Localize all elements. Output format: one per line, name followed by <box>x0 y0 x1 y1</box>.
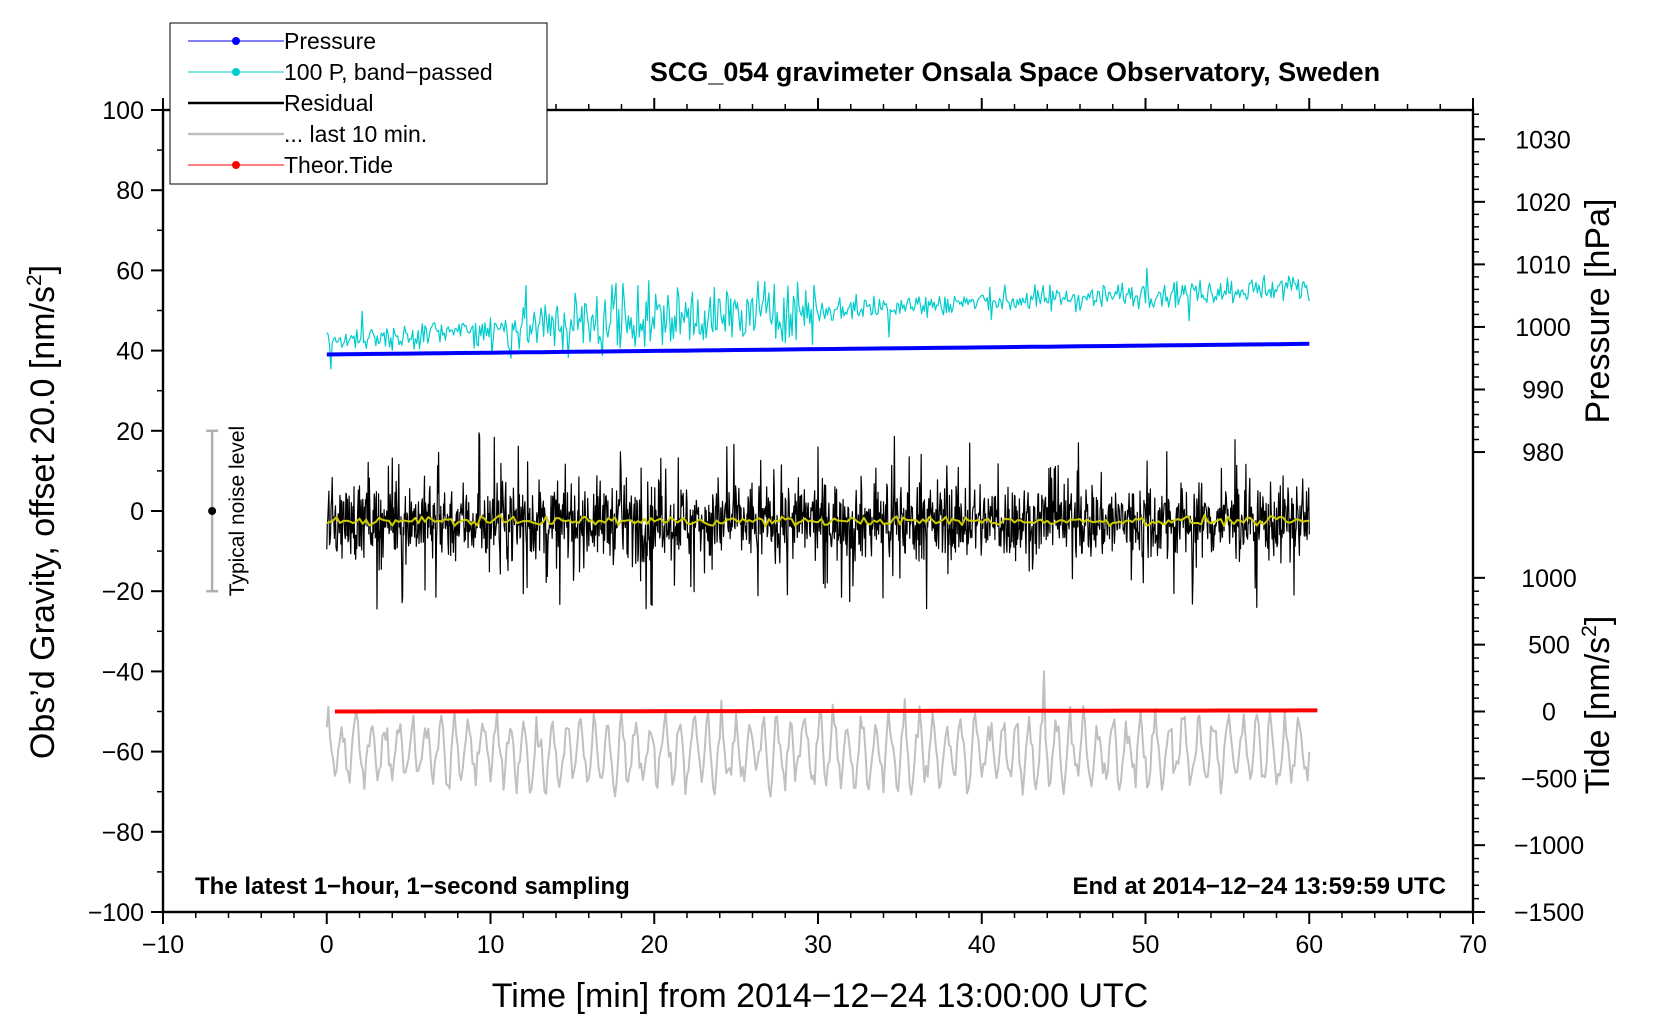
x-tick-label: 20 <box>640 931 668 959</box>
y-axis-label-left-text: Obs’d Gravity, offset 20.0 [nm/s <box>24 286 62 759</box>
legend: Pressure 100 P, band−passed Residual ... la… <box>169 22 548 185</box>
x-tick-label: 60 <box>1295 931 1323 959</box>
x-tick-label: 70 <box>1459 931 1487 959</box>
chart-title: SCG_054 gravimeter Onsala Space Observat… <box>650 57 1380 87</box>
legend-entry-label: 100 P, band−passed <box>284 59 493 85</box>
legend-entry-label: Theor.Tide <box>284 152 393 178</box>
tide-tick-label: −500 <box>1521 765 1577 793</box>
tide-tick-label: −1500 <box>1514 899 1584 927</box>
series-residual-smoothed <box>326 513 1310 528</box>
annotation-end-time: End at 2014−12−24 13:59:59 UTC <box>1072 873 1446 900</box>
series-residual <box>326 432 1310 610</box>
tide-tick-label: −1000 <box>1514 832 1584 860</box>
x-tick-label: 50 <box>1132 931 1160 959</box>
y-tick-label: 60 <box>116 257 144 285</box>
y-axis-label-left-end: ] <box>24 265 62 274</box>
x-tick-label: −10 <box>142 931 184 959</box>
series-pressure <box>326 341 1310 357</box>
legend-entry-label: Residual <box>284 90 374 116</box>
y-tick-label: −60 <box>102 739 144 767</box>
x-tick-label: 10 <box>477 931 505 959</box>
y-tick-label: 20 <box>116 418 144 446</box>
y-tick-label: 40 <box>116 338 144 366</box>
pressure-tick-label: 1030 <box>1515 126 1571 154</box>
noise-bar-center-dot <box>208 507 217 515</box>
y-axis-label-tide-sup: 2 <box>1578 625 1601 637</box>
x-axis-label: Time [min] from 2014−12−24 13:00:00 UTC <box>492 977 1148 1015</box>
y-axis-label-tide-text: Tide [nm/s <box>1579 637 1617 794</box>
y-axis-label-left: Obs’d Gravity, offset 20.0 [nm/s2] <box>23 265 62 759</box>
y-axis-label-left-sup: 2 <box>23 274 46 286</box>
legend-swatch-marker <box>232 37 240 45</box>
noise-level-indicator: Typical noise level <box>206 426 249 596</box>
pressure-tick-label: 1010 <box>1515 251 1571 279</box>
pressure-tick-label: 980 <box>1522 439 1564 467</box>
tide-tick-label: 0 <box>1542 699 1556 727</box>
noise-bar-label: Typical noise level <box>226 426 249 596</box>
x-tick-label: 30 <box>804 931 832 959</box>
y-axis-label-pressure: Pressure [hPa] <box>1579 199 1617 424</box>
pressure-tick-label: 1000 <box>1515 314 1571 342</box>
tide-tick-label: 500 <box>1528 632 1570 660</box>
y-tick-label: −20 <box>102 578 144 606</box>
y-tick-label: −100 <box>88 899 144 927</box>
legend-swatch-marker <box>232 161 240 169</box>
y-tick-label: 80 <box>116 177 144 205</box>
series-last-10-min <box>325 670 1311 798</box>
series-theor-tide <box>334 708 1318 714</box>
x-tick-label: 40 <box>968 931 996 959</box>
series-pressure-bandpassed <box>326 267 1310 370</box>
y-tick-label: 100 <box>102 97 144 125</box>
x-tick-label: 0 <box>320 931 334 959</box>
y-tick-label: 0 <box>130 498 144 526</box>
legend-entry-label: Pressure <box>284 28 376 54</box>
legend-entry-label: ... last 10 min. <box>284 121 427 147</box>
tide-tick-label: 1000 <box>1521 565 1577 593</box>
y-tick-label: −80 <box>102 819 144 847</box>
legend-swatch-marker <box>232 68 240 76</box>
annotation-sampling: The latest 1−hour, 1−second sampling <box>195 873 630 900</box>
y-tick-label: −40 <box>102 658 144 686</box>
y-axis-label-tide-end: ] <box>1579 616 1617 625</box>
pressure-tick-label: 1020 <box>1515 189 1571 217</box>
pressure-tick-label: 990 <box>1522 376 1564 404</box>
y-axis-label-tide: Tide [nm/s2] <box>1578 616 1617 795</box>
